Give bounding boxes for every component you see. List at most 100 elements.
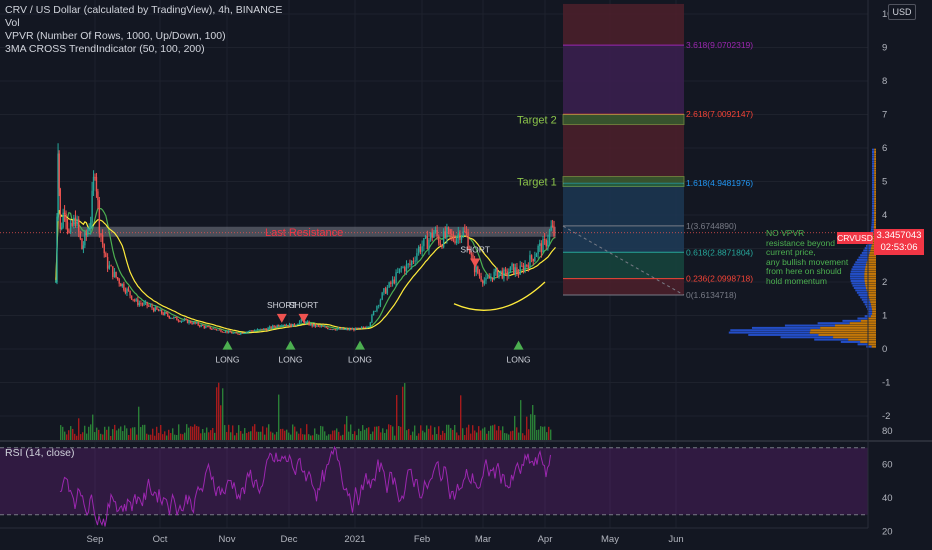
candle-body (237, 333, 239, 335)
fibonacci-extension[interactable]: 3.618(9.0702319) 2.618(7.0092147) 1.618(4.… (562, 3, 753, 300)
volume-bar (284, 430, 286, 440)
volume-profile (728, 148, 876, 348)
candle-body (110, 265, 112, 267)
candle-body (189, 321, 192, 324)
candle-body (112, 266, 114, 278)
candle-body (398, 268, 401, 273)
candle-body (424, 236, 427, 239)
candle-body (259, 328, 262, 330)
candle-body (151, 305, 153, 309)
rsi-label[interactable]: RSI (14, close) (5, 447, 75, 459)
candle-body (78, 219, 80, 232)
candle-body (116, 277, 119, 280)
volume-bar (312, 435, 314, 440)
volume-bar (542, 426, 544, 440)
candle-body (395, 272, 397, 284)
candle-body (351, 328, 354, 330)
horizontal-levels[interactable]: Last Resistance Target 1 Target 2 (0, 114, 868, 311)
vpvr-row-up (860, 254, 869, 257)
vpvr-row-up (871, 197, 875, 200)
candle-body (421, 246, 423, 252)
vpvr-row-down (872, 312, 876, 315)
volume-bar (156, 426, 158, 440)
volume-bar (346, 416, 348, 440)
short-arrow (276, 313, 287, 323)
currency-button[interactable]: USD (888, 4, 916, 20)
volume-bar (460, 395, 462, 440)
volume-bar (508, 434, 510, 440)
vpvr-row-up (871, 214, 875, 217)
analysis-note[interactable]: NO VPVR resistance beyond current price,… (766, 228, 848, 286)
y-tick-label: -2 (882, 411, 890, 422)
vpvr-row-up (850, 275, 865, 278)
candle-body (220, 329, 222, 332)
candle-body (105, 253, 107, 258)
volume-bar (194, 424, 196, 440)
candle-body (534, 256, 536, 262)
target-box (562, 114, 685, 126)
candle-body (268, 326, 271, 328)
vpvr-row-down (871, 244, 876, 247)
vpvr-row-down (874, 155, 876, 158)
candle-body (386, 287, 389, 294)
volume-bar (368, 427, 370, 440)
candle-body (447, 227, 450, 230)
candle-body (539, 243, 541, 246)
volume-bar (382, 428, 384, 440)
indicator-vol[interactable]: Vol (5, 17, 20, 29)
indicator-vpvr[interactable]: VPVR (Number Of Rows, 1000, Up/Down, 100… (5, 30, 226, 42)
candle-body (317, 325, 320, 327)
indicator-3ma[interactable]: 3MA CROSS TrendIndicator (50, 100, 200) (5, 43, 205, 55)
fib-level-label: 0.618(2.8871804) (686, 247, 753, 257)
candle-body (495, 268, 497, 272)
candle-body (482, 280, 484, 284)
vpvr-row-down (872, 310, 876, 313)
axes: 109876543210-1-280604020SepOctNovDec2021… (0, 0, 893, 545)
candle-body (537, 245, 539, 254)
candle-body (468, 249, 471, 254)
vpvr-row-up (853, 263, 867, 266)
x-tick-label: Dec (281, 534, 298, 545)
symbol-title[interactable]: CRV / US Dollar (calculated by TradingVi… (5, 4, 283, 16)
candle-body (480, 276, 482, 281)
vpvr-row-up (861, 251, 870, 254)
vpvr-row-down (874, 158, 876, 161)
volume-bar (260, 431, 262, 440)
candle-body (550, 225, 552, 231)
volume-bar (538, 429, 540, 440)
candle-body (130, 295, 133, 300)
candle-body (58, 153, 60, 189)
candle-body (253, 330, 256, 332)
vpvr-row-up (857, 317, 868, 320)
volume-bar (296, 431, 298, 440)
volume-bar (292, 424, 294, 440)
vpvr-row-up (850, 270, 865, 273)
fib-zone (563, 3, 684, 46)
vpvr-row-down (874, 148, 876, 151)
candle-body (331, 329, 334, 330)
x-tick-label: Nov (219, 534, 236, 545)
candle-body (227, 331, 230, 333)
target-box (562, 176, 685, 187)
candle-body (287, 324, 289, 327)
candle-body (345, 328, 348, 330)
candle-body (143, 302, 145, 305)
volume-bar (480, 430, 482, 440)
volume-bar (322, 426, 324, 440)
symbol-tag: CRVUSD (837, 232, 873, 244)
candle-body (400, 267, 402, 269)
candle-body (200, 324, 202, 327)
candle-body (81, 238, 83, 250)
candle-body (548, 230, 551, 241)
volume-bar (414, 425, 416, 440)
vpvr-row-up (865, 305, 872, 308)
candle-body (323, 326, 326, 328)
candle-body (132, 299, 134, 301)
candle-body (168, 315, 170, 319)
volume-bar (486, 433, 488, 440)
candle-body (407, 263, 409, 265)
short-label: SHORT (460, 245, 490, 255)
candle-body (240, 332, 242, 335)
candle-body (426, 236, 429, 250)
